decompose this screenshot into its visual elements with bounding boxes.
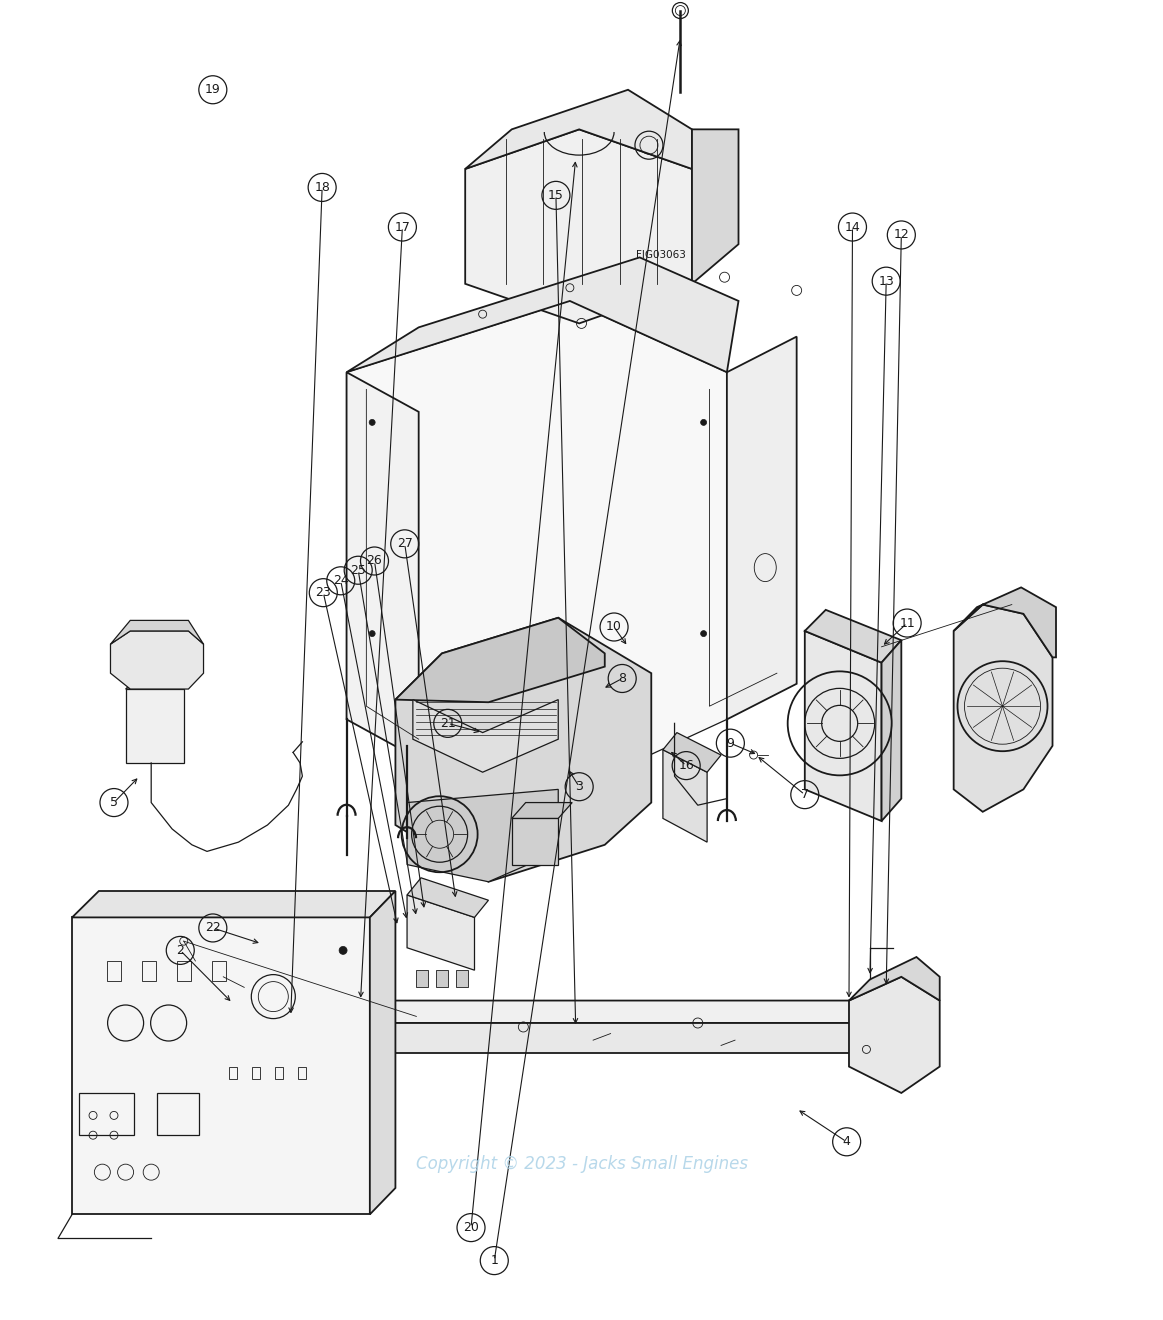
Polygon shape — [395, 618, 651, 882]
Text: 2: 2 — [177, 944, 184, 957]
Bar — [142, 961, 156, 981]
Polygon shape — [384, 974, 919, 1023]
Bar — [229, 1067, 236, 1078]
Text: 27: 27 — [397, 537, 413, 550]
Polygon shape — [347, 257, 739, 372]
Polygon shape — [413, 700, 558, 772]
Text: 26: 26 — [366, 554, 383, 568]
Polygon shape — [347, 301, 727, 792]
Circle shape — [700, 631, 707, 636]
Polygon shape — [110, 631, 204, 689]
Bar — [107, 961, 121, 981]
Polygon shape — [882, 640, 901, 821]
Polygon shape — [872, 974, 919, 1032]
Bar — [177, 961, 191, 981]
Polygon shape — [126, 676, 195, 689]
Polygon shape — [663, 750, 707, 842]
Text: 21: 21 — [440, 717, 456, 730]
Polygon shape — [465, 129, 692, 323]
Polygon shape — [384, 1023, 872, 1053]
Text: FIG03063: FIG03063 — [636, 249, 685, 260]
Polygon shape — [456, 970, 468, 987]
Text: 18: 18 — [314, 181, 330, 194]
Polygon shape — [954, 605, 1053, 812]
Circle shape — [369, 420, 376, 425]
Text: 10: 10 — [606, 620, 622, 634]
Text: 15: 15 — [548, 189, 564, 202]
Bar — [212, 961, 226, 981]
Bar — [299, 1067, 306, 1078]
Polygon shape — [110, 620, 204, 644]
Polygon shape — [465, 90, 692, 169]
Polygon shape — [727, 337, 797, 719]
Text: 22: 22 — [205, 921, 221, 935]
Text: 4: 4 — [843, 1135, 850, 1148]
Text: 14: 14 — [844, 220, 861, 234]
Text: 20: 20 — [463, 1221, 479, 1234]
Polygon shape — [126, 689, 184, 763]
Text: Copyright © 2023 - Jacks Small Engines: Copyright © 2023 - Jacks Small Engines — [415, 1155, 748, 1173]
Polygon shape — [512, 803, 572, 818]
Text: 7: 7 — [801, 788, 808, 801]
Polygon shape — [805, 631, 882, 821]
Polygon shape — [805, 610, 901, 663]
Bar — [79, 1093, 134, 1135]
Text: 5: 5 — [110, 796, 117, 809]
Text: 12: 12 — [893, 228, 909, 242]
Circle shape — [369, 631, 376, 636]
Polygon shape — [692, 129, 739, 284]
Polygon shape — [416, 970, 428, 987]
Text: 23: 23 — [315, 586, 331, 599]
Text: 3: 3 — [576, 780, 583, 793]
Text: 17: 17 — [394, 220, 411, 234]
Bar — [276, 1067, 283, 1078]
Polygon shape — [407, 895, 475, 970]
Polygon shape — [370, 891, 395, 1214]
Polygon shape — [72, 891, 395, 917]
Text: 16: 16 — [678, 759, 694, 772]
Polygon shape — [954, 587, 1056, 657]
Polygon shape — [663, 733, 721, 772]
Polygon shape — [72, 917, 370, 1214]
Polygon shape — [512, 818, 558, 865]
Polygon shape — [407, 789, 558, 882]
Text: 19: 19 — [205, 83, 221, 96]
Text: 11: 11 — [899, 616, 915, 630]
Text: 25: 25 — [350, 564, 366, 577]
Polygon shape — [347, 372, 419, 759]
Text: 8: 8 — [619, 672, 626, 685]
Polygon shape — [436, 970, 448, 987]
Text: 1: 1 — [491, 1254, 498, 1267]
Polygon shape — [849, 977, 940, 1093]
Text: 13: 13 — [878, 275, 894, 288]
Bar — [157, 1093, 199, 1135]
Polygon shape — [395, 618, 605, 702]
Polygon shape — [407, 878, 488, 917]
Polygon shape — [849, 957, 940, 1001]
Circle shape — [340, 946, 347, 954]
Circle shape — [700, 420, 707, 425]
Text: 9: 9 — [727, 737, 734, 750]
Text: 24: 24 — [333, 574, 349, 587]
Bar — [252, 1067, 259, 1078]
